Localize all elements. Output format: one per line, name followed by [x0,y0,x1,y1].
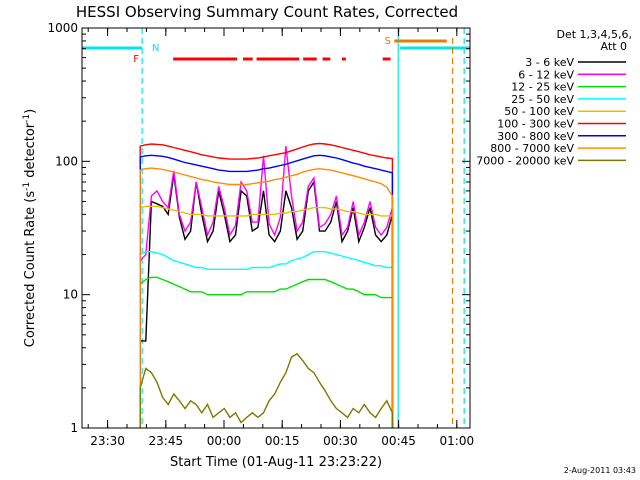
legend-entry-label: 6 - 12 keV [518,68,574,81]
y-tick-label: 100 [55,154,78,168]
legend-entry-label: 12 - 25 keV [511,81,574,94]
x-tick-label: 00:15 [265,434,300,448]
series-line [139,251,394,428]
x-axis: 23:30 23:45 00:00 00:15 00:30 00:45 01:00 [87,28,475,448]
series-line [139,167,394,428]
y-tick-label: 1000 [47,21,78,35]
legend-entry-label: 100 - 300 keV [497,118,574,131]
legend-entry-label: 3 - 6 keV [525,56,574,69]
plot-area: F N S [82,28,470,428]
x-tick-label: 23:30 [90,434,125,448]
legend-title-line2: Att 0 [601,40,627,53]
x-tick-label: 00:45 [381,434,416,448]
y-axis-label: Corrected Count Rate (s-1 detector-1) [22,109,38,347]
legend-entry-label: 50 - 100 keV [504,105,574,118]
saa-flag-label: S [385,36,391,47]
legend-entry-label: 7000 - 20000 keV [476,154,574,167]
x-tick-label: 00:00 [207,434,242,448]
x-axis-label: Start Time (01-Aug-11 23:23:22) [170,455,382,470]
legend-title-line1: Det 1,3,4,5,6, [556,28,632,41]
x-tick-label: 00:30 [323,434,358,448]
legend-entry-label: 800 - 7000 keV [490,142,574,155]
legend-entry-label: 300 - 800 keV [497,130,574,143]
y-axis: 1 10 100 1000 [47,21,470,435]
x-tick-label: 23:45 [149,434,184,448]
flare-flag-label: F [133,54,139,65]
plot-frame [81,27,471,429]
y-tick-label: 10 [63,288,78,302]
y-tick-label: 1 [70,421,78,435]
series-line [139,276,394,428]
x-tick-label: 01:00 [440,434,475,448]
series-line [139,146,394,428]
timestamp: 2-Aug-2011 03:43 [564,466,636,475]
legend-entry-label: 25 - 50 keV [511,93,574,106]
series-line [139,154,394,428]
night-flag-label: N [152,43,159,54]
chart-title: HESSI Observing Summary Count Rates, Cor… [76,3,458,21]
series-line [139,205,394,428]
series-line [139,142,394,428]
series-line [139,352,394,428]
